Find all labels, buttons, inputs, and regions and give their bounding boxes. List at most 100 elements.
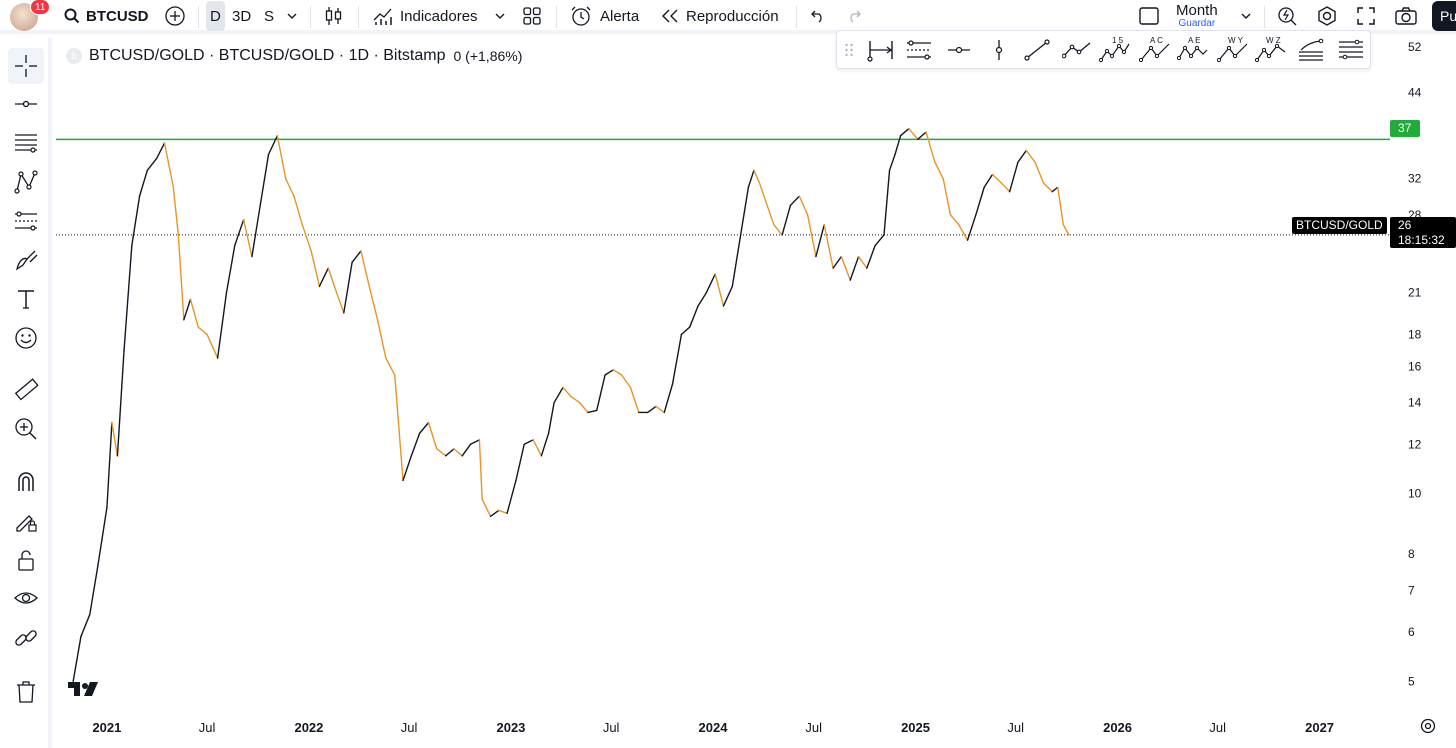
quick-search-button[interactable] <box>1276 0 1298 32</box>
price-segment <box>1025 149 1036 163</box>
y-tick-label: 14 <box>1408 396 1422 410</box>
drawbar-drag-handle[interactable] <box>839 35 859 65</box>
pattern-tool[interactable] <box>8 164 44 200</box>
date-range-tool[interactable] <box>865 35 897 65</box>
tradingview-logo[interactable] <box>68 680 102 703</box>
chart-settings-button[interactable] <box>1418 716 1438 741</box>
horizontal-ray-tool[interactable] <box>943 35 975 65</box>
remove-drawings-tool[interactable] <box>8 674 44 710</box>
elliott-triangle-tool[interactable]: A E <box>1177 35 1209 65</box>
templates-button[interactable] <box>522 0 542 32</box>
settings-button[interactable] <box>1316 0 1338 32</box>
parallel-channel-icon <box>907 40 931 60</box>
price-segment <box>578 401 589 414</box>
price-segment <box>764 199 775 226</box>
zoom-tool[interactable] <box>8 411 44 447</box>
tradingview-logo-icon <box>68 682 98 696</box>
brush-tool[interactable] <box>8 242 44 278</box>
elliott-impulse-tool[interactable]: 1 5 <box>1099 35 1131 65</box>
undo-button[interactable] <box>808 0 826 32</box>
price-segment <box>183 298 192 321</box>
y-tick-label: 5 <box>1408 674 1415 688</box>
price-segment <box>789 195 801 207</box>
trend-line-icon <box>15 100 37 108</box>
layout-name: Month <box>1176 2 1218 19</box>
alert-button[interactable]: Alerta <box>570 0 639 32</box>
indicators-button[interactable]: Indicadores <box>372 0 478 32</box>
indicators-dropdown[interactable] <box>494 0 506 32</box>
emoji-tool[interactable] <box>8 320 44 356</box>
magnet-tool[interactable] <box>8 464 44 500</box>
forecast-icon <box>15 211 37 231</box>
replay-icon <box>662 9 678 23</box>
elliott-double-combo-tool[interactable]: W Y <box>1217 35 1249 65</box>
pitchfork-tool[interactable] <box>1295 35 1327 65</box>
resistance-price-tag: 37 <box>1390 120 1420 137</box>
fib-tool[interactable] <box>8 125 44 161</box>
x-tick-label: 2022 <box>294 720 323 735</box>
symbol-search[interactable]: BTCUSD <box>64 0 149 32</box>
layout-dropdown[interactable] <box>1240 0 1252 32</box>
publish-button[interactable]: Pu <box>1432 1 1456 31</box>
price-segment <box>80 613 91 638</box>
lock-all-tool[interactable] <box>8 542 44 578</box>
parallel-channel-tool[interactable] <box>903 35 935 65</box>
y-tick-label: 32 <box>1408 172 1422 186</box>
price-segment <box>72 635 82 683</box>
elliott-triangle-icon: A E <box>1177 36 1208 61</box>
price-segment <box>966 214 977 241</box>
price-segment <box>402 455 413 482</box>
hide-tool[interactable] <box>8 581 44 617</box>
horizontal-line-tool[interactable] <box>8 86 44 122</box>
elliott-correction-label: A C <box>1150 36 1163 45</box>
y-tick-label: 44 <box>1408 85 1422 99</box>
layout-frame-button[interactable] <box>1138 0 1160 32</box>
x-tick-label: 2027 <box>1305 720 1334 735</box>
interval-s[interactable]: S <box>264 7 275 25</box>
symbol-label: BTCUSD <box>86 7 149 25</box>
price-segment <box>310 250 321 288</box>
price-segment <box>1034 161 1045 184</box>
text-tool[interactable] <box>8 281 44 317</box>
trend-line-tool[interactable] <box>1021 35 1053 65</box>
measure-tool[interactable] <box>8 372 44 408</box>
interval-d[interactable]: D <box>206 1 225 31</box>
crosshair-tool[interactable] <box>8 48 44 84</box>
price-segment <box>444 448 455 457</box>
price-segment <box>815 223 825 258</box>
snapshot-button[interactable] <box>1394 0 1418 32</box>
chart-type-button[interactable] <box>324 0 344 32</box>
undo-icon <box>811 10 822 23</box>
price-segment <box>327 267 338 294</box>
price-segment <box>225 244 236 294</box>
forecast-tool[interactable] <box>8 203 44 239</box>
price-segment <box>596 374 606 412</box>
horizontal-lines-tool[interactable] <box>1335 35 1367 65</box>
interval-3d[interactable]: 3D <box>232 7 252 25</box>
y-tick-label: 6 <box>1408 625 1415 639</box>
fullscreen-button[interactable] <box>1356 0 1376 32</box>
price-segment <box>1017 149 1027 163</box>
date-range-icon <box>867 41 893 62</box>
redo-button[interactable] <box>846 0 864 32</box>
vertical-line-tool[interactable] <box>983 35 1015 65</box>
price-segment <box>620 374 632 389</box>
compare-button[interactable] <box>164 0 186 32</box>
path-tool[interactable] <box>1061 35 1093 65</box>
interval-dropdown[interactable] <box>286 0 298 32</box>
replay-button[interactable]: Reproducción <box>660 0 779 32</box>
elliott-triple-combo-tool[interactable]: W Z <box>1255 35 1287 65</box>
layout-selector[interactable]: Month Guardar <box>1176 0 1218 32</box>
lock-drawing-tool[interactable] <box>8 503 44 539</box>
price-segment <box>629 386 640 414</box>
price-segment <box>436 448 447 457</box>
price-segment <box>189 298 199 328</box>
price-segment <box>753 169 761 184</box>
separator <box>556 6 557 28</box>
lock-drawing-icon <box>16 515 37 532</box>
elliott-correction-tool[interactable]: A C <box>1139 35 1171 65</box>
price-segment <box>714 273 725 307</box>
link-tool[interactable] <box>8 620 44 656</box>
add-symbol-icon <box>165 6 185 26</box>
